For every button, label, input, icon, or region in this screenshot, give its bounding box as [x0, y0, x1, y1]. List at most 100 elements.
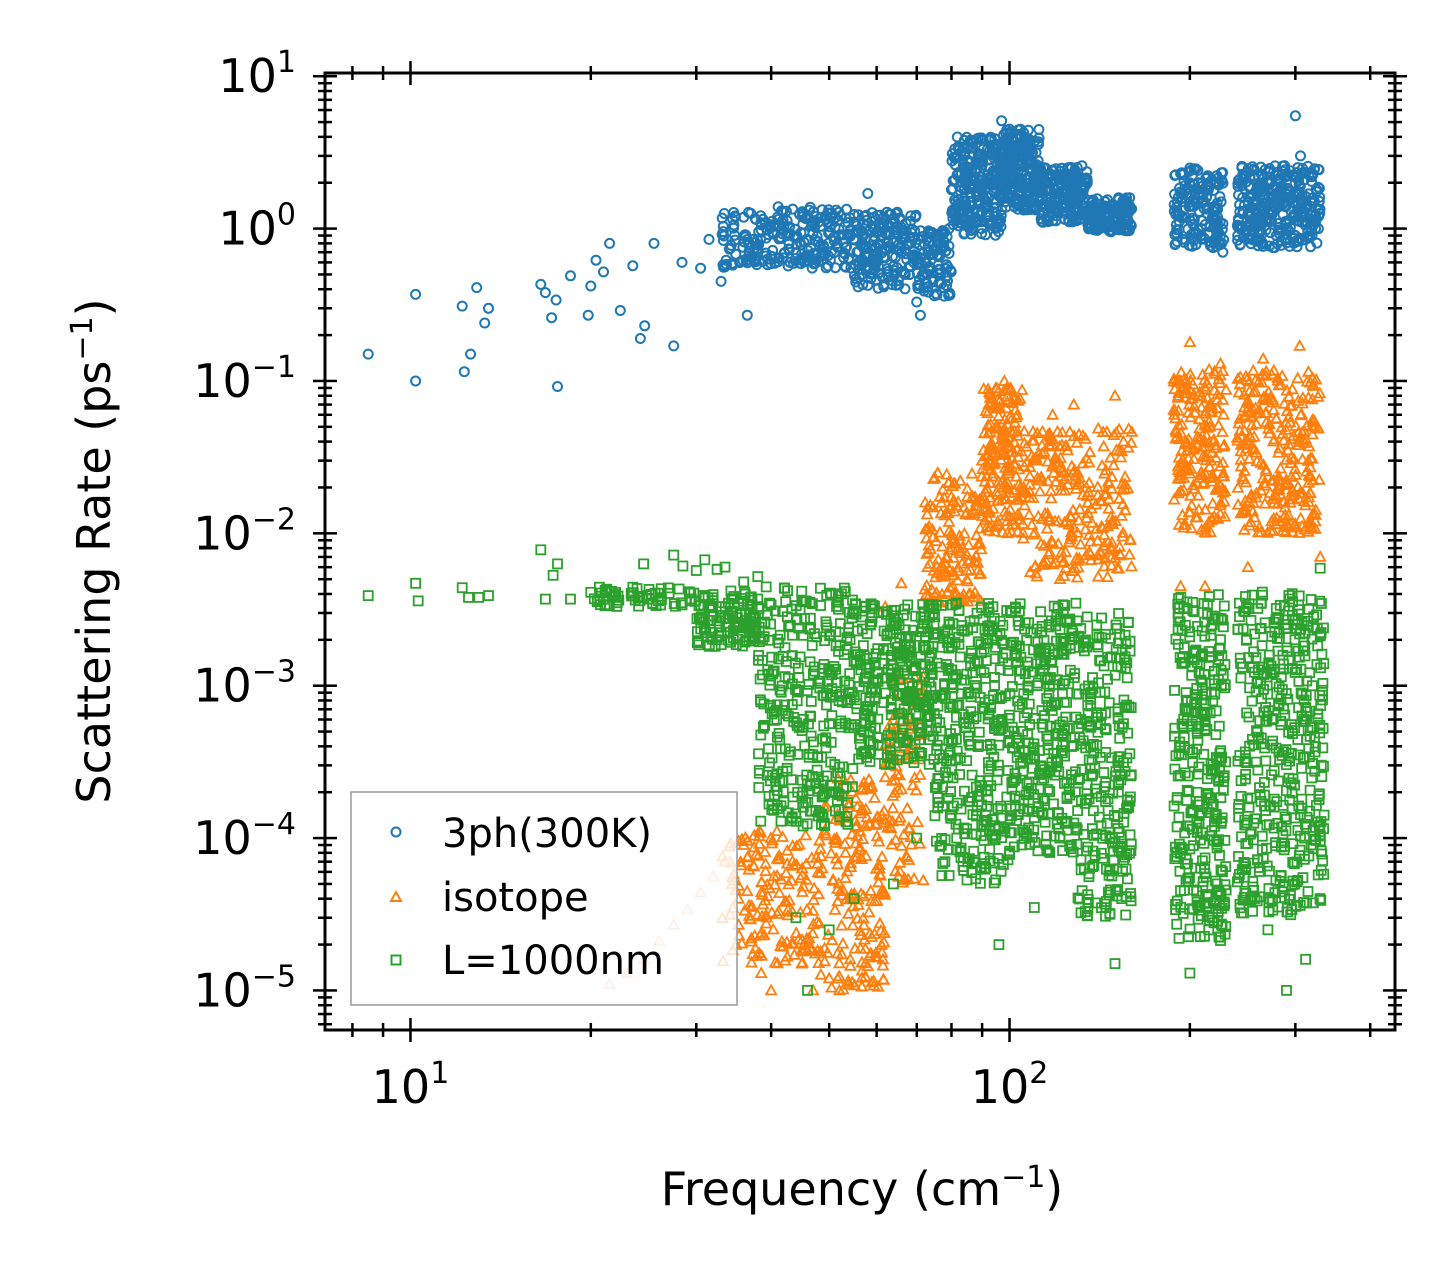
point-isotope: [992, 409, 1006, 422]
point-l-1000nm: [1120, 909, 1132, 921]
point-isotope: [975, 453, 989, 466]
point-l-1000nm: [804, 710, 816, 722]
point-l-1000nm: [765, 618, 776, 630]
point-isotope: [868, 791, 882, 803]
point-3ph-300k-: [843, 230, 855, 242]
point-3ph-300k-: [909, 211, 921, 223]
point-l-1000nm: [1039, 764, 1050, 775]
point-isotope: [1174, 381, 1188, 394]
point-l-1000nm: [1006, 783, 1018, 795]
point-isotope: [1026, 491, 1040, 503]
point-isotope: [1112, 492, 1126, 504]
point-l-1000nm: [1061, 793, 1073, 804]
point-isotope: [1267, 473, 1281, 486]
point-3ph-300k-: [893, 242, 905, 254]
point-l-1000nm: [1022, 752, 1033, 764]
point-3ph-300k-: [1276, 165, 1288, 177]
point-l-1000nm: [1053, 808, 1064, 819]
point-isotope: [1064, 529, 1079, 542]
point-3ph-300k-: [868, 212, 880, 224]
point-isotope: [1298, 522, 1312, 535]
point-l-1000nm: [826, 710, 838, 721]
point-l-1000nm: [1014, 598, 1026, 610]
point-3ph-300k-: [890, 227, 902, 239]
point-isotope: [1191, 388, 1205, 401]
point-isotope: [878, 815, 893, 828]
point-isotope: [902, 853, 916, 865]
point-l-1000nm: [986, 744, 997, 755]
point-l-1000nm: [815, 582, 826, 594]
point-l-1000nm: [935, 661, 947, 673]
point-3ph-300k-: [483, 302, 494, 314]
point-isotope: [795, 885, 809, 897]
point-isotope: [1054, 478, 1068, 491]
point-3ph-300k-: [769, 257, 781, 269]
point-isotope: [1023, 477, 1037, 490]
point-l-1000nm: [791, 717, 802, 729]
point-3ph-300k-: [1289, 110, 1301, 122]
point-3ph-300k-: [976, 228, 988, 240]
point-isotope: [857, 932, 872, 945]
point-isotope: [963, 587, 977, 599]
point-3ph-300k-: [1186, 240, 1198, 252]
point-3ph-300k-: [718, 208, 730, 219]
point-l-1000nm: [1015, 651, 1027, 663]
point-isotope: [1015, 383, 1029, 395]
point-l-1000nm: [997, 652, 1009, 664]
point-l-1000nm: [945, 698, 957, 710]
point-l-1000nm: [1101, 817, 1113, 829]
point-l-1000nm: [1084, 688, 1096, 699]
point-isotope: [893, 855, 907, 868]
point-isotope: [853, 839, 867, 852]
point-isotope: [1010, 407, 1024, 420]
point-3ph-300k-: [1091, 198, 1103, 210]
point-isotope: [984, 453, 998, 466]
point-3ph-300k-: [1252, 240, 1264, 252]
point-isotope: [1174, 579, 1188, 592]
point-3ph-300k-: [838, 229, 850, 241]
point-isotope: [1242, 451, 1256, 464]
point-3ph-300k-: [850, 273, 862, 285]
point-l-1000nm: [707, 595, 719, 606]
point-isotope: [980, 481, 994, 494]
point-isotope: [1109, 443, 1124, 456]
point-isotope: [1183, 367, 1197, 380]
point-l-1000nm: [983, 763, 994, 775]
point-3ph-300k-: [1306, 171, 1318, 183]
point-l-1000nm: [1046, 655, 1058, 667]
point-3ph-300k-: [1121, 219, 1133, 231]
point-isotope: [1231, 481, 1245, 493]
point-l-1000nm: [844, 634, 856, 645]
point-l-1000nm: [824, 666, 836, 678]
point-isotope: [862, 905, 876, 918]
point-l-1000nm: [923, 758, 935, 770]
point-isotope: [1082, 528, 1096, 540]
point-isotope: [1285, 398, 1299, 411]
point-l-1000nm: [978, 702, 990, 714]
point-l-1000nm: [931, 835, 942, 847]
point-isotope: [1066, 520, 1080, 533]
point-isotope: [814, 944, 828, 957]
point-isotope: [1006, 517, 1020, 530]
point-l-1000nm: [1125, 888, 1136, 899]
point-isotope: [1167, 492, 1181, 505]
point-l-1000nm: [1069, 668, 1081, 679]
point-3ph-300k-: [823, 216, 835, 228]
point-isotope: [1259, 464, 1273, 477]
point-isotope: [992, 517, 1006, 530]
point-l-1000nm: [1036, 774, 1048, 786]
point-isotope: [1277, 396, 1291, 409]
point-l-1000nm: [1059, 675, 1071, 687]
point-isotope: [1281, 443, 1295, 456]
point-isotope: [894, 838, 909, 851]
point-isotope: [1308, 522, 1322, 534]
point-l-1000nm: [768, 666, 779, 678]
point-3ph-300k-: [977, 174, 988, 186]
point-isotope: [1271, 445, 1286, 458]
point-isotope: [1243, 374, 1257, 387]
point-l-1000nm: [985, 702, 997, 713]
point-isotope: [744, 934, 758, 947]
point-l-1000nm: [962, 624, 973, 636]
point-isotope: [1000, 389, 1014, 402]
point-l-1000nm: [775, 686, 787, 698]
